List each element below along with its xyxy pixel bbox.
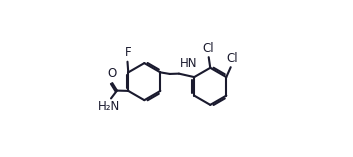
Text: Cl: Cl (202, 42, 214, 55)
Text: O: O (107, 67, 116, 80)
Text: Cl: Cl (227, 52, 238, 65)
Text: H₂N: H₂N (98, 100, 121, 113)
Text: F: F (125, 46, 131, 59)
Text: HN: HN (180, 57, 197, 70)
